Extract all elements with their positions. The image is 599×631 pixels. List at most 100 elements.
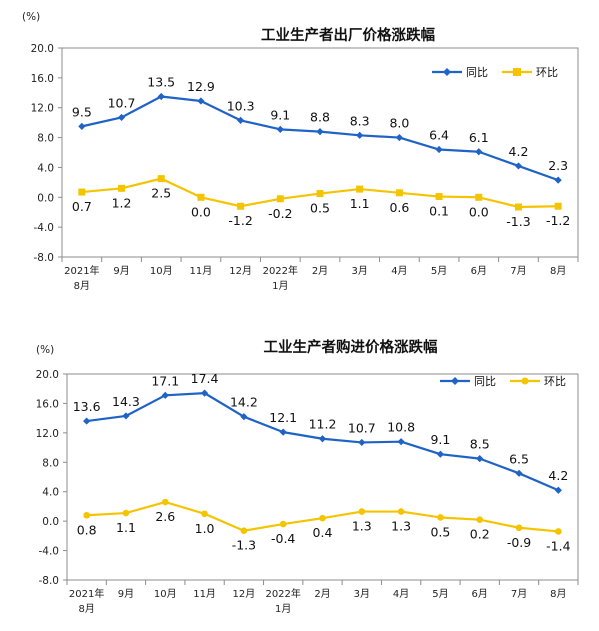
data-point-marker bbox=[515, 524, 523, 532]
x-tick-label: 5月 bbox=[432, 588, 448, 600]
x-tick-label: 3月 bbox=[352, 265, 368, 277]
data-point-marker bbox=[318, 435, 327, 443]
data-point-marker bbox=[78, 122, 86, 130]
y-tick-label: 16.0 bbox=[36, 398, 59, 410]
legend-marker bbox=[443, 68, 451, 76]
legend-label: 环比 bbox=[544, 375, 566, 388]
data-point-marker bbox=[319, 514, 326, 522]
data-point-marker bbox=[475, 193, 483, 201]
data-point-marker bbox=[117, 113, 126, 122]
data-label: -1.3 bbox=[232, 538, 256, 553]
data-label: 1.2 bbox=[112, 195, 132, 210]
y-tick-label: 0.0 bbox=[42, 516, 59, 528]
data-label: 2.5 bbox=[151, 186, 171, 201]
data-point-marker bbox=[435, 145, 443, 154]
data-point-marker bbox=[240, 413, 248, 421]
data-point-marker bbox=[437, 514, 444, 521]
data-label: 0.0 bbox=[191, 204, 211, 219]
data-point-marker bbox=[122, 509, 130, 517]
data-label: 10.8 bbox=[387, 420, 415, 435]
data-point-marker bbox=[435, 193, 443, 201]
x-tick-label: 4月 bbox=[391, 265, 407, 277]
data-point-marker bbox=[122, 412, 130, 420]
data-label: 0.6 bbox=[389, 200, 409, 215]
y-tick-label: 8.0 bbox=[42, 457, 59, 469]
x-tick-label: 4月 bbox=[393, 588, 409, 600]
chart-2: 工业生产者购进价格涨跌幅 (%) 20.0 16.0 12.0 8.0 4.0 0.0 -4.0… bbox=[36, 338, 579, 615]
legend: 同比 环比 bbox=[432, 66, 558, 79]
y-tick-label: -8.0 bbox=[34, 252, 55, 264]
data-label: 8.8 bbox=[310, 110, 330, 125]
data-point-marker bbox=[514, 203, 522, 211]
data-point-marker bbox=[476, 516, 484, 523]
legend-label: 环比 bbox=[536, 66, 558, 79]
x-tick-label: 5月 bbox=[431, 265, 447, 277]
y-tick-label: 8.0 bbox=[37, 133, 54, 145]
data-point-marker bbox=[395, 133, 403, 142]
data-label: 0.0 bbox=[469, 204, 489, 219]
x-tick-label: 11月 bbox=[190, 265, 213, 277]
data-label: 10.7 bbox=[348, 420, 376, 435]
legend: 同比 环比 bbox=[440, 375, 566, 388]
x-tick-label: 6月 bbox=[471, 265, 487, 277]
plot-frame bbox=[61, 47, 579, 258]
data-point-marker bbox=[316, 190, 324, 198]
data-point-marker bbox=[515, 469, 523, 477]
data-label: 14.3 bbox=[112, 394, 140, 409]
data-point-marker bbox=[83, 511, 90, 519]
data-point-marker bbox=[554, 486, 562, 494]
data-label: 8.0 bbox=[389, 116, 409, 131]
x-tick-label: 2022年 bbox=[265, 587, 300, 600]
data-label: 6.4 bbox=[429, 128, 449, 143]
legend-label: 同比 bbox=[474, 375, 496, 388]
data-label: 1.3 bbox=[352, 519, 372, 534]
x-tick-label: 2021年 bbox=[69, 587, 104, 600]
y-tick-label: 4.0 bbox=[42, 487, 59, 499]
data-label: -1.2 bbox=[228, 213, 252, 228]
data-label: 8.5 bbox=[470, 437, 490, 452]
chart-title: 工业生产者购进价格涨跌幅 bbox=[264, 338, 438, 356]
data-point-marker bbox=[436, 450, 445, 458]
x-tick-label: 9月 bbox=[118, 588, 134, 600]
legend-label: 同比 bbox=[466, 66, 488, 79]
data-label: 6.5 bbox=[509, 451, 529, 466]
data-label: 1.1 bbox=[116, 520, 136, 535]
data-point-marker bbox=[358, 438, 366, 447]
data-point-marker bbox=[279, 428, 287, 436]
x-tick-label: 2月 bbox=[314, 588, 330, 600]
x-tick-label: 10月 bbox=[154, 588, 177, 600]
data-point-marker bbox=[476, 455, 484, 463]
data-point-marker bbox=[356, 185, 364, 193]
data-point-marker bbox=[78, 188, 86, 196]
x-tick-label: 9月 bbox=[113, 265, 129, 277]
series-mom: 0.7 1.2 2.5 0.0 -1.2 -0.2 0.5 1.1 0.6 0.1 0.0 -1.3 -… bbox=[72, 175, 570, 229]
y-tick-label: 20.0 bbox=[36, 369, 59, 381]
data-point-marker bbox=[237, 202, 245, 210]
x-tick-label: 1月 bbox=[272, 280, 288, 292]
x-tick-label: 11月 bbox=[193, 588, 216, 600]
data-label: 10.7 bbox=[108, 95, 136, 110]
data-point-marker bbox=[197, 193, 205, 201]
y-tick-label: 20.0 bbox=[31, 43, 54, 55]
data-label: 0.2 bbox=[470, 527, 490, 542]
data-point-marker bbox=[276, 125, 284, 133]
data-label: -1.3 bbox=[506, 214, 530, 229]
x-tick-label: 2021年 bbox=[64, 264, 99, 277]
y-tick-label: 4.0 bbox=[37, 162, 54, 174]
y-tick-label: 12.0 bbox=[36, 428, 59, 440]
data-label: 13.6 bbox=[73, 399, 101, 414]
data-label: 0.4 bbox=[313, 525, 333, 540]
x-tick-label: 1月 bbox=[275, 603, 291, 615]
x-tick-label: 2月 bbox=[312, 265, 328, 277]
y-tick-label: 12.0 bbox=[31, 103, 54, 115]
y-axis-unit: (%) bbox=[36, 344, 54, 356]
data-point-marker bbox=[395, 189, 403, 197]
data-point-marker bbox=[161, 498, 169, 506]
data-label: 9.1 bbox=[270, 107, 290, 122]
data-point-marker bbox=[356, 131, 364, 139]
x-tick-label: 7月 bbox=[510, 265, 526, 277]
data-label: 11.2 bbox=[309, 417, 337, 432]
data-label: -0.4 bbox=[271, 531, 295, 546]
chart-1: 工业生产者出厂价格涨跌幅 (%) 20.0 16.0 12.0 8.0 4.0 0.0 -4.0… bbox=[22, 11, 579, 292]
data-point-marker bbox=[358, 508, 366, 515]
